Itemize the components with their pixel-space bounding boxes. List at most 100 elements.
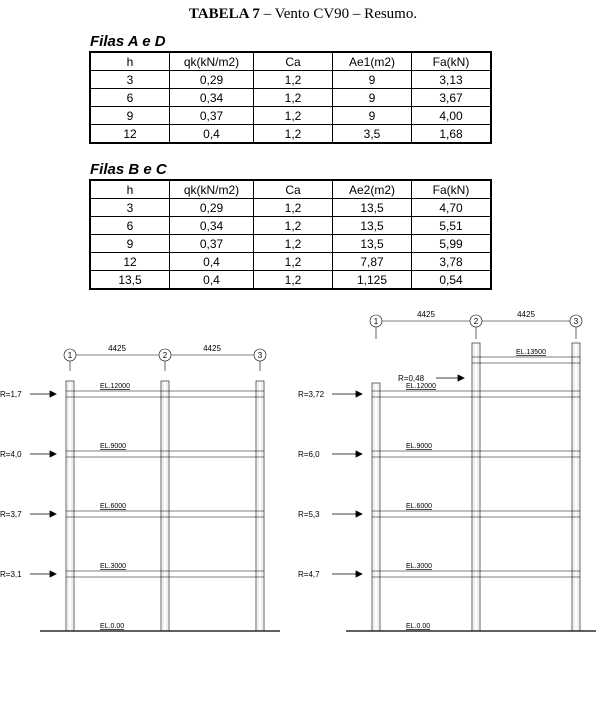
table-row: 90,371,213,55,99 bbox=[91, 235, 491, 253]
svg-text:R=0,48: R=0,48 bbox=[398, 374, 425, 383]
cell: 1,2 bbox=[254, 107, 333, 125]
th-h: h bbox=[91, 181, 170, 199]
table-row: 120,41,27,873,78 bbox=[91, 253, 491, 271]
svg-text:EL.13500: EL.13500 bbox=[516, 349, 546, 356]
th-ca: Ca bbox=[254, 53, 333, 71]
svg-text:R=1,7: R=1,7 bbox=[0, 390, 22, 399]
span-label: 4425 bbox=[417, 310, 435, 319]
cell: 1,68 bbox=[412, 125, 491, 143]
svg-text:EL.12000: EL.12000 bbox=[100, 383, 130, 390]
cell: 1,2 bbox=[254, 271, 333, 289]
grid-mark: 3 bbox=[258, 351, 263, 360]
svg-text:EL.6000: EL.6000 bbox=[100, 503, 126, 510]
svg-text:R=3,1: R=3,1 bbox=[0, 570, 22, 579]
columns bbox=[66, 381, 264, 631]
force-labels: R=1,7 R=4,0 R=3,7 R=3,1 bbox=[0, 390, 22, 579]
cell: 12 bbox=[91, 125, 170, 143]
table-filas-bc: h qk(kN/m2) Ca Ae2(m2) Fa(kN) 30,291,213… bbox=[90, 180, 491, 289]
cell: 13,5 bbox=[333, 199, 412, 217]
svg-text:EL.3000: EL.3000 bbox=[100, 563, 126, 570]
cell: 0,4 bbox=[170, 271, 254, 289]
cell: 6 bbox=[91, 89, 170, 107]
cell: 5,51 bbox=[412, 217, 491, 235]
cell: 9 bbox=[91, 107, 170, 125]
span-label: 4425 bbox=[517, 310, 535, 319]
cell: 0,29 bbox=[170, 199, 254, 217]
cell: 9 bbox=[333, 71, 412, 89]
th-qk: qk(kN/m2) bbox=[170, 181, 254, 199]
svg-text:R=6,0: R=6,0 bbox=[298, 450, 320, 459]
table-row: 30,291,293,13 bbox=[91, 71, 491, 89]
svg-text:EL.6000: EL.6000 bbox=[406, 503, 432, 510]
table-row: 30,291,213,54,70 bbox=[91, 199, 491, 217]
cell: 0,4 bbox=[170, 125, 254, 143]
cell: 3,5 bbox=[333, 125, 412, 143]
elevation-right: 1 2 3 4425 4425 EL.13500 EL.12000 EL.900… bbox=[286, 303, 606, 643]
grid-mark: 2 bbox=[163, 351, 168, 360]
th-fa: Fa(kN) bbox=[412, 53, 491, 71]
cell: 3 bbox=[91, 199, 170, 217]
cell: 1,2 bbox=[254, 199, 333, 217]
th-h: h bbox=[91, 53, 170, 71]
grid-mark: 1 bbox=[68, 351, 73, 360]
table-header-row: h qk(kN/m2) Ca Ae1(m2) Fa(kN) bbox=[91, 53, 491, 71]
table-filas-ad: h qk(kN/m2) Ca Ae1(m2) Fa(kN) 30,291,293… bbox=[90, 52, 491, 143]
level-labels: EL.12000 EL.9000 EL.6000 EL.3000 EL.0.00 bbox=[100, 383, 130, 630]
table-header-row: h qk(kN/m2) Ca Ae2(m2) Fa(kN) bbox=[91, 181, 491, 199]
svg-text:R=4,7: R=4,7 bbox=[298, 570, 320, 579]
cell: 9 bbox=[333, 107, 412, 125]
cell: 0,34 bbox=[170, 89, 254, 107]
cell: 1,2 bbox=[254, 235, 333, 253]
cell: 0,54 bbox=[412, 271, 491, 289]
svg-text:EL.0.00: EL.0.00 bbox=[406, 623, 430, 630]
cell: 9 bbox=[91, 235, 170, 253]
table-row: 120,41,23,51,68 bbox=[91, 125, 491, 143]
cell: 4,70 bbox=[412, 199, 491, 217]
span-label: 4425 bbox=[203, 344, 221, 353]
svg-text:R=3,7: R=3,7 bbox=[0, 510, 22, 519]
cell: 0,34 bbox=[170, 217, 254, 235]
svg-text:EL.9000: EL.9000 bbox=[100, 443, 126, 450]
table-title: TABELA 7 – Vento CV90 – Resumo. bbox=[0, 0, 606, 33]
cell: 1,125 bbox=[333, 271, 412, 289]
svg-text:EL.9000: EL.9000 bbox=[406, 443, 432, 450]
columns bbox=[372, 343, 580, 631]
th-ae: Ae1(m2) bbox=[333, 53, 412, 71]
cell: 12 bbox=[91, 253, 170, 271]
grid-mark: 2 bbox=[474, 317, 479, 326]
cell: 5,99 bbox=[412, 235, 491, 253]
cell: 1,2 bbox=[254, 253, 333, 271]
cell: 1,2 bbox=[254, 217, 333, 235]
table-row: 60,341,293,67 bbox=[91, 89, 491, 107]
cell: 1,2 bbox=[254, 89, 333, 107]
svg-text:EL.0.00: EL.0.00 bbox=[100, 623, 124, 630]
cell: 13,5 bbox=[333, 217, 412, 235]
cell: 1,2 bbox=[254, 125, 333, 143]
th-ae: Ae2(m2) bbox=[333, 181, 412, 199]
svg-text:EL.12000: EL.12000 bbox=[406, 383, 436, 390]
grid-mark: 3 bbox=[574, 317, 579, 326]
cell: 3,13 bbox=[412, 71, 491, 89]
span-label: 4425 bbox=[108, 344, 126, 353]
cell: 3,78 bbox=[412, 253, 491, 271]
elevation-left: 1 2 3 4425 4425 EL.12000 EL.9000 EL.6000… bbox=[0, 303, 286, 643]
table-row: 90,371,294,00 bbox=[91, 107, 491, 125]
cell: 0,29 bbox=[170, 71, 254, 89]
grid-mark: 1 bbox=[374, 317, 379, 326]
cell: 3,67 bbox=[412, 89, 491, 107]
floor-13500 bbox=[472, 357, 580, 363]
cell: 4,00 bbox=[412, 107, 491, 125]
cell: 0,37 bbox=[170, 235, 254, 253]
th-ca: Ca bbox=[254, 181, 333, 199]
cell: 6 bbox=[91, 217, 170, 235]
section2-title: Filas B e C bbox=[90, 161, 606, 178]
svg-text:R=5,3: R=5,3 bbox=[298, 510, 320, 519]
cell: 13,5 bbox=[91, 271, 170, 289]
title-rest: – Vento CV90 – Resumo. bbox=[260, 6, 417, 22]
th-qk: qk(kN/m2) bbox=[170, 53, 254, 71]
cell: 9 bbox=[333, 89, 412, 107]
svg-text:R=3,72: R=3,72 bbox=[298, 390, 325, 399]
cell: 0,37 bbox=[170, 107, 254, 125]
cell: 1,2 bbox=[254, 71, 333, 89]
svg-text:R=4,0: R=4,0 bbox=[0, 450, 22, 459]
